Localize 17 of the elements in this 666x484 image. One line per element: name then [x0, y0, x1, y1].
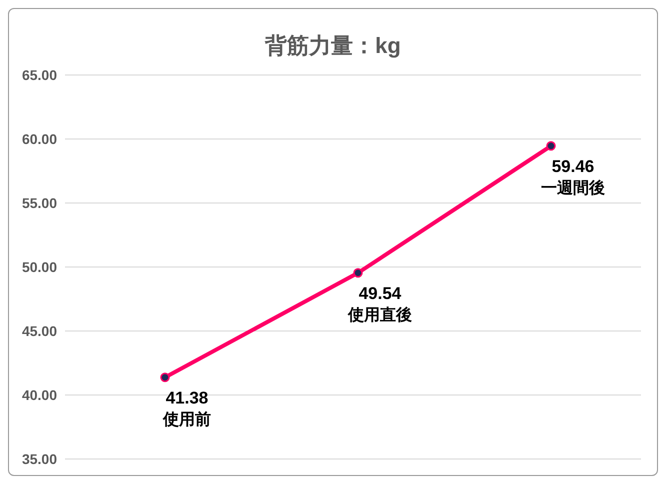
y-tick-label: 35.00	[22, 450, 58, 467]
point	[546, 141, 556, 151]
x-tick-label: 一週間後	[541, 178, 605, 197]
point	[353, 268, 363, 278]
x-tick-label: 使用直後	[347, 306, 412, 324]
y-tick-label: 60.00	[22, 130, 58, 147]
data-label: 41.38	[166, 388, 208, 408]
data-label: 59.46	[552, 156, 594, 176]
y-tick-label: 50.00	[22, 258, 58, 275]
data-label: 49.54	[358, 284, 402, 303]
chart-title: 背筋力量：kg	[264, 32, 402, 60]
x-tick-label: 使用前	[162, 410, 211, 428]
y-tick-label: 40.00	[22, 386, 58, 403]
y-tick-label: 55.00	[22, 194, 58, 211]
point	[160, 372, 170, 382]
y-tick-label: 45.00	[22, 322, 58, 339]
y-tick-label: 65.00	[22, 66, 58, 83]
